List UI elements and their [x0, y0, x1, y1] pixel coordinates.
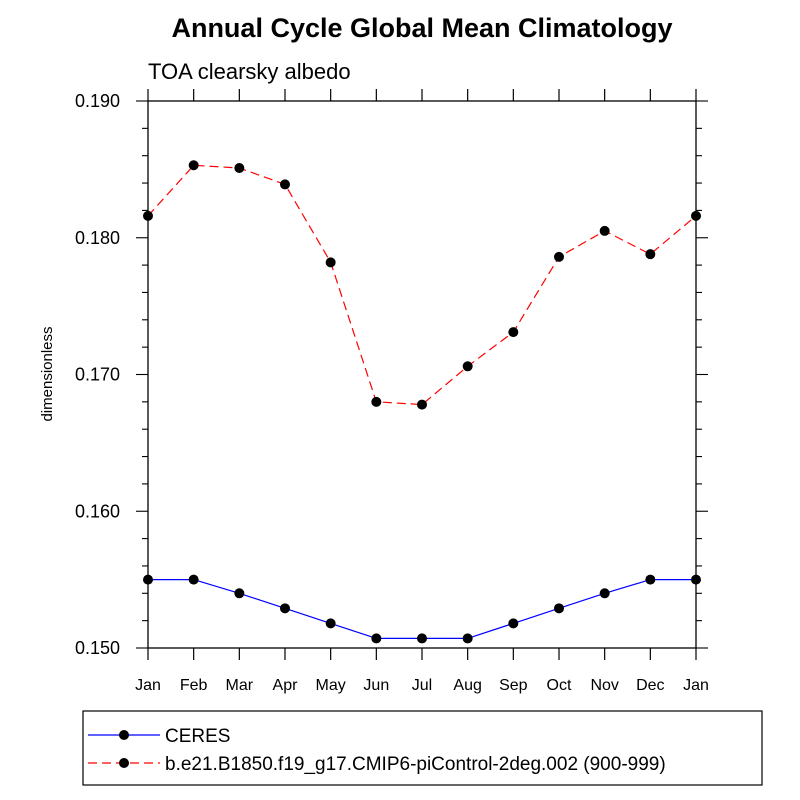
x-tick-label: Apr [273, 677, 299, 694]
series-1-point-2 [234, 163, 245, 174]
series-line-0 [148, 578, 696, 640]
series-line-1 [147, 164, 697, 406]
series-1-point-6 [417, 399, 427, 410]
series-1-point-5 [371, 396, 382, 407]
x-tick-label: Jan [135, 677, 161, 694]
plot-frame [147, 100, 697, 649]
x-tick-label: Jul [412, 677, 432, 694]
y-tick-label: 0.160 [75, 501, 120, 521]
legend-marker-0 [119, 730, 129, 740]
series-1-point-12 [691, 210, 701, 221]
x-tick-label: Oct [547, 677, 572, 694]
x-tick-label: Dec [636, 677, 664, 694]
series-0-point-11 [645, 574, 656, 585]
legend: CERES b.e21.B1850.f19_g17.CMIP6-piControl… [88, 726, 666, 775]
series-0-point-9 [554, 603, 564, 614]
series-0-point-1 [188, 574, 199, 585]
series-1-point-8 [508, 327, 519, 338]
series-0-point-8 [508, 618, 519, 629]
chart-title: Annual Cycle Global Mean Climatology [171, 13, 672, 43]
series-0-point-3 [280, 603, 290, 614]
series-1-point-0 [143, 210, 153, 221]
x-tick-label: Jun [363, 677, 389, 694]
y-axis-label: dimensionless [39, 326, 56, 421]
legend-label-1: b.e21.B1850.f19_g17.CMIP6-piControl-2deg… [165, 754, 666, 775]
legend-label-0: CERES [165, 726, 230, 747]
series-0-point-7 [462, 633, 473, 644]
legend-box [82, 710, 763, 786]
y-tick-label: 0.150 [75, 638, 120, 658]
x-tick-label: Feb [180, 677, 208, 694]
series-1-point-7 [462, 361, 473, 372]
series-0-point-2 [234, 588, 245, 599]
y-tick-label: 0.190 [75, 91, 120, 111]
chart-subtitle: TOA clearsky albedo [148, 59, 351, 84]
series-1-point-9 [554, 251, 564, 262]
series-1-point-11 [645, 249, 656, 260]
series-1-point-3 [280, 179, 290, 190]
x-tick-label: Sep [499, 677, 528, 694]
series-0-point-5 [371, 633, 382, 644]
series-layer [143, 160, 701, 644]
series-0-point-0 [143, 574, 153, 585]
legend-marker-1 [119, 758, 129, 768]
series-0-point-6 [417, 633, 427, 644]
y-tick-labels: 0.150 0.160 0.170 0.180 0.190 [75, 91, 120, 658]
y-tick-label: 0.170 [75, 365, 120, 385]
y-tick-label: 0.180 [75, 228, 120, 248]
series-1-point-4 [325, 257, 336, 268]
x-tick-label: Jan [683, 677, 709, 694]
x-tick-label: Mar [226, 677, 254, 694]
x-tick-label: Aug [453, 677, 481, 694]
series-1-point-1 [188, 160, 199, 171]
x-tick-label: Nov [590, 677, 618, 694]
x-tick-label: May [316, 677, 346, 694]
x-tick-labels: Jan Feb Mar Apr May Jun Jul Aug Sep Oct Nov Dec Jan [135, 677, 709, 694]
series-0-point-12 [691, 574, 701, 585]
series-1-point-10 [599, 225, 610, 236]
series-0-point-10 [599, 588, 610, 599]
series-0-point-4 [325, 618, 336, 629]
axis-ticks [136, 89, 708, 660]
